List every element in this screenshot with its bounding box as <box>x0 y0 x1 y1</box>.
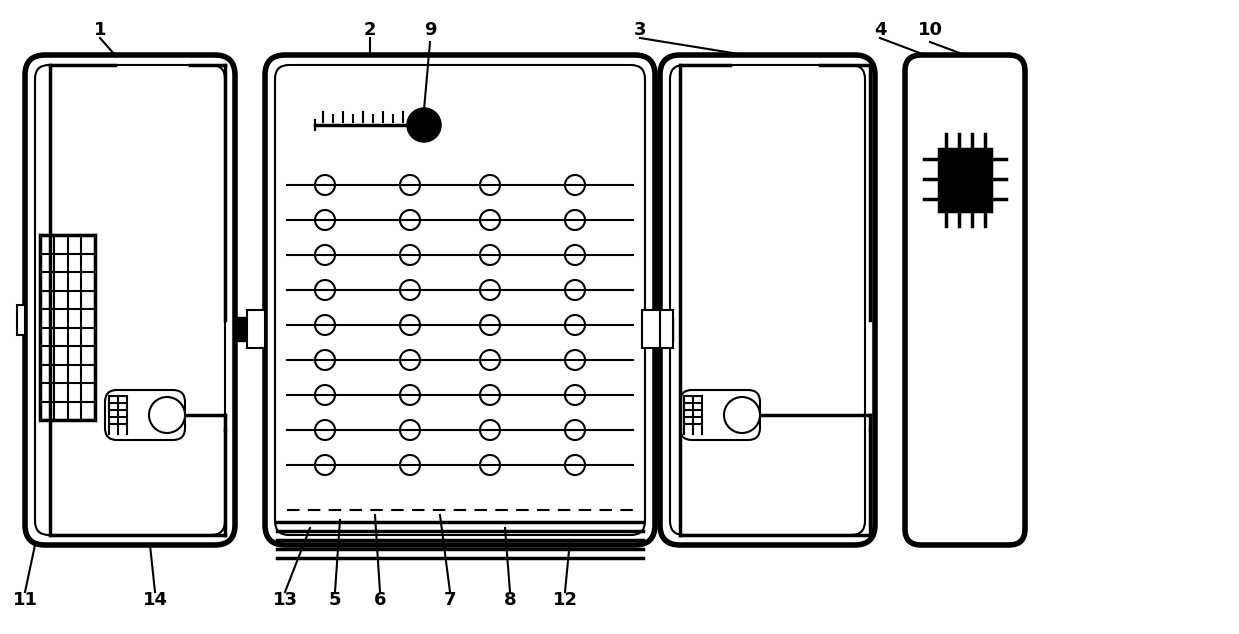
Circle shape <box>724 397 760 433</box>
Text: 12: 12 <box>553 591 577 609</box>
Circle shape <box>565 385 585 405</box>
Circle shape <box>400 350 420 370</box>
Circle shape <box>408 109 440 141</box>
FancyBboxPatch shape <box>275 65 646 535</box>
Circle shape <box>479 385 501 405</box>
Circle shape <box>479 315 501 335</box>
Text: 4: 4 <box>873 21 886 39</box>
Circle shape <box>149 397 185 433</box>
Circle shape <box>315 385 335 405</box>
Circle shape <box>315 280 335 300</box>
Text: 11: 11 <box>12 591 37 609</box>
Circle shape <box>315 350 335 370</box>
FancyBboxPatch shape <box>265 55 655 545</box>
Circle shape <box>479 420 501 440</box>
Circle shape <box>565 420 585 440</box>
Circle shape <box>400 210 420 230</box>
Text: 1: 1 <box>94 21 107 39</box>
Circle shape <box>565 315 585 335</box>
FancyBboxPatch shape <box>25 55 235 545</box>
Bar <box>40 235 95 420</box>
Circle shape <box>315 455 335 475</box>
Circle shape <box>400 280 420 300</box>
Text: 13: 13 <box>273 591 297 609</box>
Circle shape <box>315 210 335 230</box>
Circle shape <box>565 245 585 265</box>
Circle shape <box>315 420 335 440</box>
Text: 7: 7 <box>444 591 456 609</box>
Circle shape <box>400 420 420 440</box>
Bar <box>642 310 660 348</box>
Bar <box>939 149 991 211</box>
FancyBboxPatch shape <box>105 390 185 440</box>
Circle shape <box>400 455 420 475</box>
Circle shape <box>565 455 585 475</box>
Bar <box>655 310 673 348</box>
Circle shape <box>565 280 585 300</box>
Circle shape <box>479 350 501 370</box>
Text: 5: 5 <box>328 591 341 609</box>
Text: 9: 9 <box>424 21 436 39</box>
Circle shape <box>400 245 420 265</box>
Circle shape <box>315 245 335 265</box>
Text: 3: 3 <box>634 21 647 39</box>
Circle shape <box>479 455 501 475</box>
Circle shape <box>479 280 501 300</box>
Circle shape <box>479 175 501 195</box>
Circle shape <box>479 245 501 265</box>
FancyBboxPatch shape <box>904 55 1025 545</box>
Circle shape <box>565 350 585 370</box>
Bar <box>247 310 265 348</box>
Text: 8: 8 <box>504 591 517 609</box>
Circle shape <box>315 315 335 335</box>
Circle shape <box>565 210 585 230</box>
Text: 10: 10 <box>918 21 943 39</box>
Circle shape <box>565 175 585 195</box>
Circle shape <box>315 175 335 195</box>
FancyBboxPatch shape <box>35 65 225 535</box>
FancyBboxPatch shape <box>660 55 875 545</box>
Circle shape <box>400 385 420 405</box>
Text: 14: 14 <box>142 591 167 609</box>
Text: 2: 2 <box>364 21 377 39</box>
FancyBboxPatch shape <box>670 65 865 535</box>
Text: 6: 6 <box>374 591 387 609</box>
Circle shape <box>400 175 420 195</box>
Circle shape <box>400 315 420 335</box>
Bar <box>17 305 25 335</box>
FancyBboxPatch shape <box>680 390 760 440</box>
Circle shape <box>479 210 501 230</box>
